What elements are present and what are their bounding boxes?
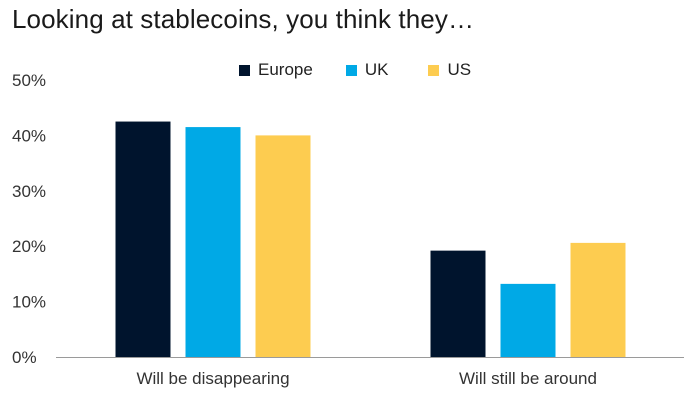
y-tick-label: 20% — [12, 237, 46, 256]
legend-label-uk: UK — [364, 60, 389, 79]
bar-uk-2 — [500, 283, 556, 357]
legend-label-us: US — [447, 60, 472, 79]
y-axis-ticks: 0% 10% 20% 30% 40% 50% — [12, 71, 46, 367]
y-tick-label: 10% — [12, 293, 46, 312]
bar-us-2 — [570, 242, 626, 357]
legend-label-europe: Europe — [258, 60, 313, 79]
bar-uk-1 — [185, 127, 241, 357]
y-tick-label: 0% — [12, 348, 37, 367]
legend-swatch-uk — [345, 64, 357, 76]
bar-europe-1 — [115, 121, 171, 357]
legend-item-europe: Europe — [239, 60, 313, 80]
bars — [115, 121, 626, 357]
legend-swatch-europe — [239, 64, 250, 76]
chart-title: Looking at stablecoins, you think they… — [12, 4, 475, 34]
y-tick-label: 50% — [12, 71, 46, 90]
legend-item-us: US — [428, 60, 471, 80]
legend-item-uk: UK — [345, 60, 389, 80]
x-axis-ticks: Will be disappearing Will still be around — [136, 369, 597, 388]
x-tick-label: Will be disappearing — [136, 369, 289, 388]
legend: Europe UK US — [239, 60, 471, 80]
legend-swatch-us — [428, 64, 440, 76]
y-tick-label: 40% — [12, 126, 46, 145]
x-tick-label: Will still be around — [459, 369, 597, 388]
bar-europe-2 — [430, 250, 486, 357]
bar-us-1 — [255, 135, 311, 357]
y-tick-label: 30% — [12, 182, 46, 201]
